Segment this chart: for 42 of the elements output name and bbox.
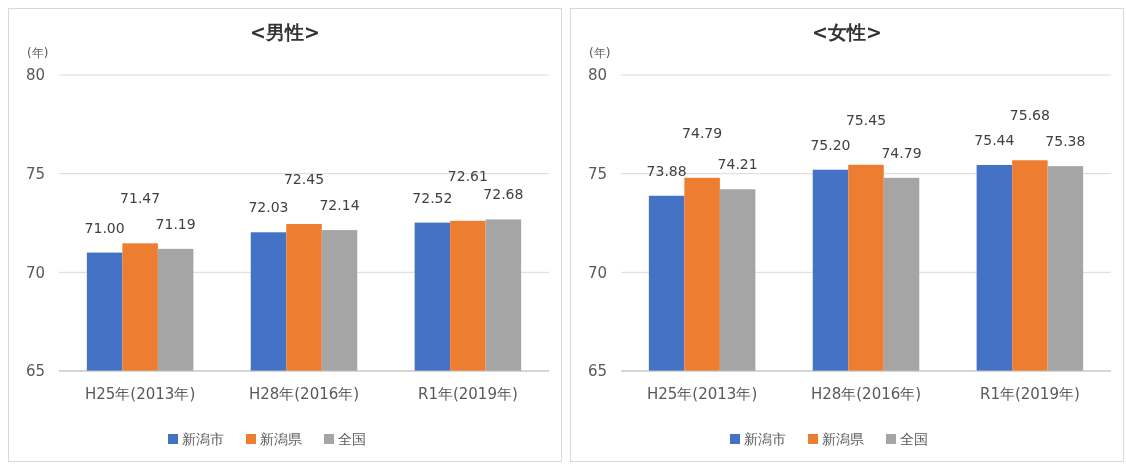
- y-tick-label: 65: [25, 362, 45, 381]
- data-label: 72.14: [319, 197, 360, 214]
- y-tick-label: 75: [587, 164, 607, 183]
- chart-title: <男性>: [250, 21, 320, 43]
- data-label: 72.52: [412, 189, 453, 206]
- legend-label: 新潟市: [744, 430, 786, 447]
- y-tick-label: 65: [587, 362, 607, 381]
- x-tick-label: H25年(2013年): [85, 385, 196, 403]
- data-label: 72.03: [248, 199, 289, 216]
- x-tick-label: H28年(2016年): [248, 385, 360, 403]
- y-tick-label: 80: [25, 66, 45, 85]
- data-label: 74.79: [881, 144, 922, 161]
- x-tick-label: R1年(2019年): [417, 385, 518, 403]
- data-label: 75.38: [1045, 133, 1086, 150]
- chart-title: <女性>: [812, 21, 882, 43]
- x-tick-label: R1年(2019年): [979, 385, 1080, 403]
- y-axis-title: (年): [27, 46, 49, 60]
- legend-label: 新潟県: [260, 430, 302, 447]
- y-tick-label: 70: [587, 263, 607, 282]
- x-tick-label: H28年(2016年): [810, 385, 922, 403]
- legend-label: 新潟市: [182, 430, 224, 447]
- data-label: 71.00: [84, 219, 125, 236]
- data-label: 71.47: [120, 190, 161, 207]
- data-label: 75.68: [1009, 107, 1050, 124]
- legend-label: 全国: [900, 430, 928, 447]
- data-label: 75.44: [974, 131, 1015, 148]
- y-tick-label: 80: [587, 66, 607, 85]
- data-label: 72.68: [483, 186, 524, 203]
- data-label: 72.61: [447, 167, 488, 184]
- x-tick-label: H25年(2013年): [647, 385, 758, 403]
- data-label: 72.45: [283, 170, 325, 187]
- y-tick-label: 70: [25, 263, 45, 282]
- data-label: 75.20: [810, 136, 851, 153]
- data-label: 71.19: [155, 215, 196, 232]
- data-label: 74.79: [682, 124, 723, 141]
- legend-label: 新潟県: [822, 430, 864, 447]
- legend-label: 全国: [338, 430, 366, 447]
- data-label: 73.88: [646, 162, 687, 179]
- y-tick-label: 75: [25, 164, 45, 183]
- data-label: 75.45: [845, 111, 887, 128]
- y-axis-title: (年): [589, 46, 611, 60]
- data-label: 74.21: [717, 156, 758, 173]
